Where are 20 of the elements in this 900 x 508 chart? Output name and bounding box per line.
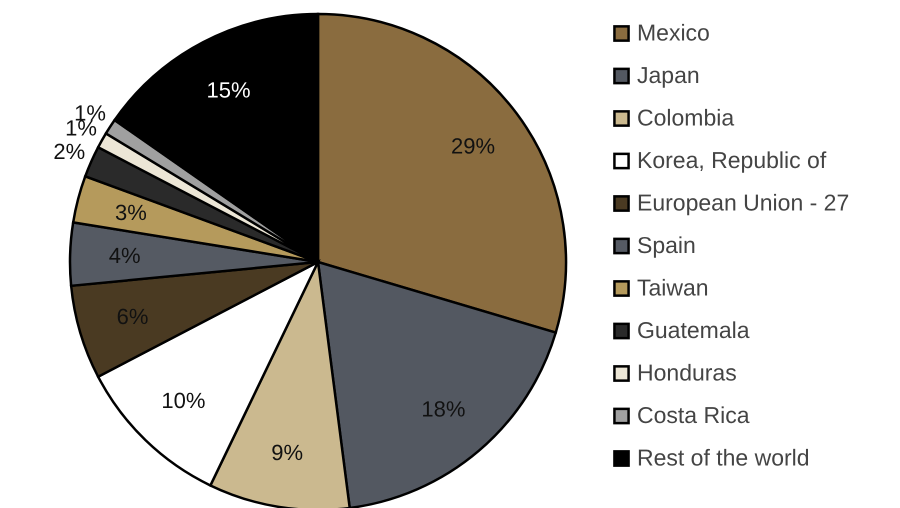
legend-label: Spain (637, 232, 696, 258)
data-label: 3% (114, 200, 147, 225)
legend-label: Guatemala (637, 317, 750, 343)
data-label: 29% (451, 133, 496, 158)
data-label: 6% (116, 304, 148, 330)
data-label: 15% (206, 77, 251, 102)
legend-label: Mexico (637, 20, 710, 46)
legend-label: Rest of the world (637, 444, 810, 470)
legend-label: Costa Rica (637, 402, 750, 428)
data-label: 9% (271, 440, 304, 465)
legend-label: European Union - 27 (637, 190, 850, 216)
data-label: 2% (53, 138, 86, 164)
legend-label: Korea, Republic of (637, 147, 827, 173)
data-label: 18% (421, 396, 466, 422)
legend-label: Japan (637, 62, 700, 88)
data-label: 10% (161, 388, 206, 413)
data-label: 4% (108, 242, 141, 268)
legend-label: Honduras (637, 360, 737, 386)
legend-label: Taiwan (637, 274, 709, 300)
legend-label: Colombia (637, 104, 734, 130)
